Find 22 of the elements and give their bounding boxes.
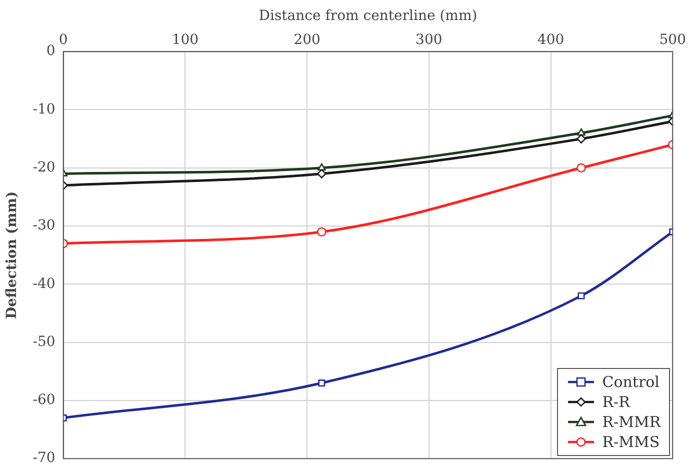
y-tick-label: 0 [46,43,56,60]
y-tick-label: -50 [32,334,56,350]
legend-label: R-MMS [602,432,660,452]
x-tick-label: 300 [416,32,442,48]
legend-label: Control [602,372,660,392]
x-tick-label: 400 [537,32,564,48]
point [318,163,326,171]
y-tick-label: -30 [32,218,56,234]
legend-label: R-R [602,392,630,412]
y-tick-label: -70 [32,450,56,466]
point [577,128,586,136]
legend-label: R-MMR [602,412,661,432]
y-tick-label: -20 [32,160,56,176]
y-tick-label: -10 [32,101,56,118]
x-tick-label: 0 [58,32,68,48]
x-tick-label: 500 [659,32,686,48]
x-tick-label: 200 [294,32,320,48]
y-tick-label: -60 [32,392,56,408]
y-tick-label: -40 [32,276,56,292]
x-axis-title: Distance from centerline (mm) [258,8,478,24]
y-axis-title: Deflection (mm) [4,191,20,319]
x-tick-label: 100 [172,32,199,48]
